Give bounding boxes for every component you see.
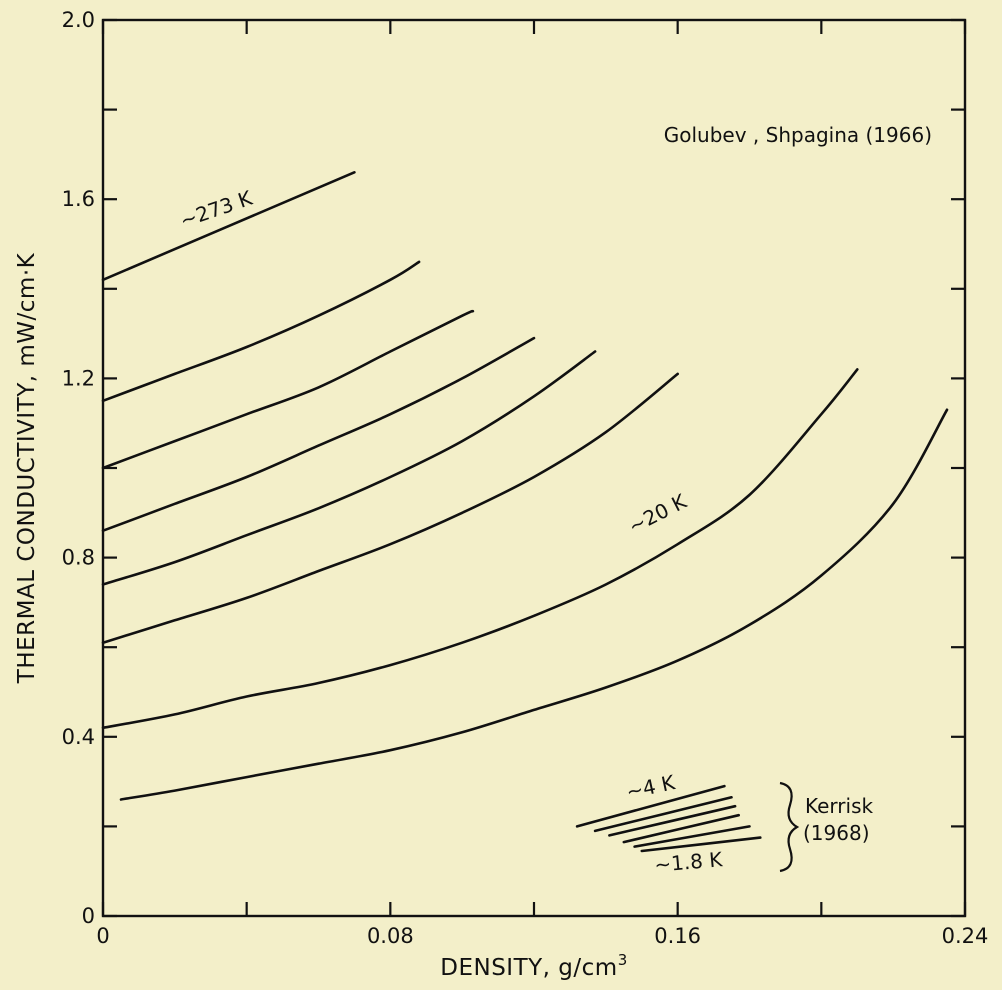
series-line-11: [608, 804, 737, 837]
series-line-12: [622, 813, 740, 844]
x-axis-title: DENSITY, g/cm3: [440, 951, 628, 981]
series-line-10: [593, 796, 733, 833]
series-line-4: [101, 336, 536, 532]
series-line-8: [119, 408, 949, 801]
y-axis-title: THERMAL CONDUCTIVITY, mW/cm·K: [14, 252, 40, 684]
y-tick-label: 1.6: [62, 187, 95, 211]
kerrisk-label-line2: (1968): [803, 821, 870, 845]
series-line-7: [101, 368, 859, 730]
y-tick-label: 0.8: [62, 546, 95, 570]
series-line-3: [101, 309, 475, 470]
plot-frame: [101, 18, 967, 918]
label-20k: ~20 K: [624, 489, 691, 539]
y-tick-label: 0.4: [62, 725, 95, 749]
x-axis-title-text: DENSITY, g/cm: [440, 955, 617, 981]
x-tick-label: 0.08: [367, 924, 414, 948]
x-tick-label: 0.24: [942, 924, 989, 948]
kerrisk-label-line1: Kerrisk: [805, 794, 873, 818]
x-tick-label: 0.16: [654, 924, 701, 948]
series-line-6: [101, 372, 679, 644]
x-axis-title-superscript: 3: [618, 951, 628, 969]
y-tick-label: 2.0: [62, 8, 95, 32]
kerrisk-brace: [779, 781, 800, 873]
y-tick-label: 1.2: [62, 366, 95, 390]
label-1-8k: ~1.8 K: [653, 847, 724, 877]
label-4k: ~4 K: [624, 770, 678, 804]
label-273k: ~273 K: [177, 186, 256, 233]
series-line-14: [640, 836, 762, 853]
axis-ticks: [101, 18, 967, 918]
x-tick-label: 0: [96, 924, 109, 948]
data-curves: [101, 171, 949, 853]
series-line-1: [101, 171, 356, 282]
source-label: Golubev , Shpagina (1966): [664, 123, 932, 147]
series-line-2: [101, 260, 421, 403]
axis-tick-labels: 0 0.08 0.16 0.24 0 0.4 0.8 1.2 1.6 2.0: [62, 8, 989, 948]
y-tick-label: 0: [82, 904, 95, 928]
series-line-5: [101, 350, 597, 586]
series-line-13: [633, 825, 751, 848]
series-line-9: [575, 784, 726, 828]
